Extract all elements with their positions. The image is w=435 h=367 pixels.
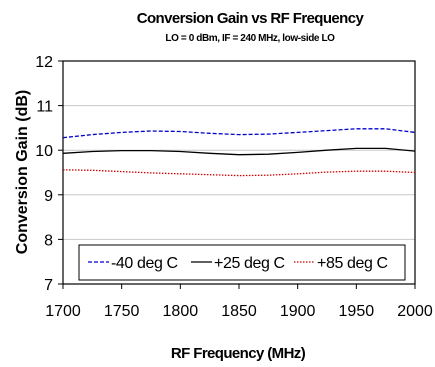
y-tick-label: 9	[44, 188, 53, 205]
x-tick-label: 2000	[397, 303, 433, 320]
series-lines	[62, 128, 416, 177]
legend: -40 deg C +25 deg C +85 deg C	[78, 244, 406, 281]
x-tick-label: 1950	[339, 303, 375, 320]
chart-title: Conversion Gain vs RF Frequency	[137, 10, 365, 27]
x-axis: 1700 1750 1800 1850 1900 1950 2000	[45, 284, 433, 320]
x-tick-label: 1700	[45, 303, 81, 320]
x-tick-label: 1750	[104, 303, 140, 320]
x-tick-label: 1900	[280, 303, 316, 320]
x-axis-title: RF Frequency (MHz)	[171, 345, 306, 362]
y-tick-label: 11	[36, 99, 53, 116]
legend-box	[78, 244, 406, 281]
y-axis: 7 8 9 10 11 12	[35, 54, 63, 294]
legend-label: +85 deg C	[317, 255, 388, 272]
y-tick-label: 12	[35, 54, 53, 71]
y-tick-label: 7	[44, 277, 53, 294]
chart-subtitle: LO = 0 dBm, IF = 240 MHz, low-side LO	[165, 33, 335, 44]
y-axis-title: Conversion Gain (dB)	[14, 90, 31, 254]
x-tick-label: 1850	[221, 303, 257, 320]
y-tick-label: 10	[35, 143, 53, 160]
series-line-1	[62, 147, 416, 156]
y-tick-label: 8	[44, 232, 53, 249]
gridlines	[63, 105, 415, 240]
x-tick-label: 1800	[163, 303, 199, 320]
legend-label: +25 deg C	[214, 255, 285, 272]
series-line-0	[62, 128, 416, 139]
legend-label: -40 deg C	[111, 255, 178, 272]
series-line-2	[62, 169, 416, 177]
